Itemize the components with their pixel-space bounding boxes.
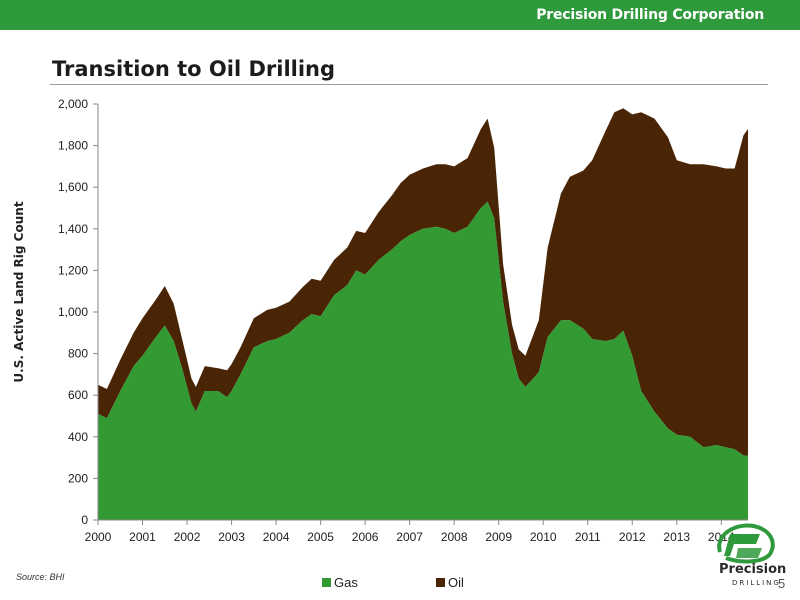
x-tick-label: 2006 <box>352 530 379 544</box>
company-logo: Precision DRILLING <box>712 522 800 600</box>
x-tick-label: 2011 <box>575 530 601 544</box>
legend-item-gas: Gas <box>322 575 358 590</box>
series-area-oil <box>98 108 748 456</box>
title-divider <box>50 84 768 85</box>
brand-name: Precision Drilling Corporation <box>536 7 764 23</box>
x-tick-label: 2012 <box>619 530 646 544</box>
x-tick-label: 2002 <box>174 530 201 544</box>
y-tick-label: 1,400 <box>58 222 88 236</box>
legend-item-oil: Oil <box>436 575 464 590</box>
x-tick-label: 2000 <box>85 530 112 544</box>
x-tick-label: 2013 <box>663 530 690 544</box>
y-tick-label: 800 <box>68 347 88 361</box>
y-tick-label: 200 <box>68 471 88 485</box>
legend-label-oil: Oil <box>448 575 464 590</box>
y-tick-label: 1,000 <box>58 305 88 319</box>
x-tick-label: 2005 <box>307 530 334 544</box>
logo-mark-icon <box>717 523 775 564</box>
page-title: Transition to Oil Drilling <box>52 57 336 81</box>
y-tick-label: 0 <box>81 513 88 527</box>
logo-wordmark: Precision <box>719 562 787 577</box>
x-tick-label: 2007 <box>396 530 423 544</box>
series-area-gas <box>98 201 748 521</box>
y-axis-label: U.S. Active Land Rig Count <box>12 201 26 382</box>
y-tick-label: 600 <box>68 388 88 402</box>
page-number: 5 <box>778 576 786 591</box>
x-tick-label: 2003 <box>218 530 245 544</box>
y-tick-label: 1,200 <box>58 263 88 277</box>
x-tick-label: 2008 <box>441 530 468 544</box>
x-tick-label: 2004 <box>263 530 290 544</box>
legend-label-gas: Gas <box>334 575 358 590</box>
y-tick-label: 400 <box>68 430 88 444</box>
x-tick-label: 2001 <box>129 530 156 544</box>
y-tick-label: 1,800 <box>58 139 88 153</box>
logo-subword: DRILLING <box>732 579 781 587</box>
y-tick-label: 1,600 <box>58 180 88 194</box>
x-tick-label: 2010 <box>530 530 557 544</box>
x-tick-label: 2009 <box>485 530 512 544</box>
source-note: Source: BHI <box>16 572 65 582</box>
header-bar: Precision Drilling Corporation <box>0 0 800 30</box>
legend-swatch-gas <box>322 578 331 587</box>
y-tick-label: 2,000 <box>58 97 88 111</box>
legend-swatch-oil <box>436 578 445 587</box>
